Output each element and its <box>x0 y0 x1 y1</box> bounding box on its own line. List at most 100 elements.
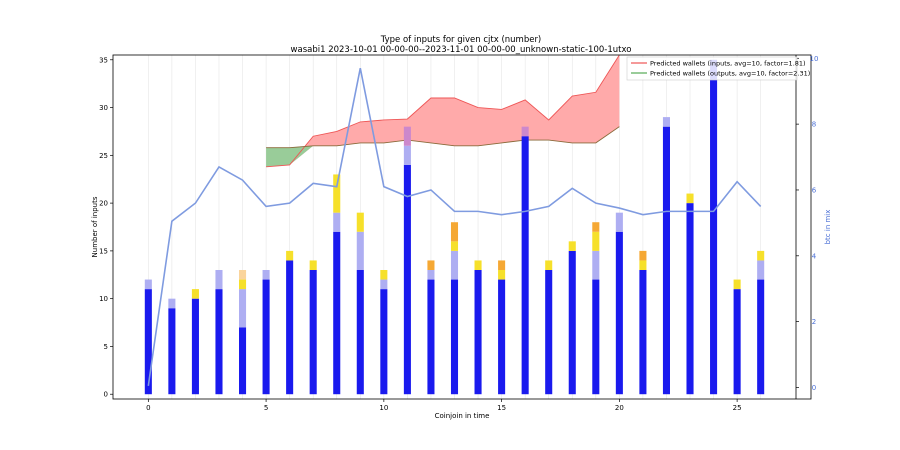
bar-segment <box>403 126 411 146</box>
bar-segment <box>286 260 294 395</box>
bar-segment <box>239 327 247 395</box>
bar-segment <box>568 250 576 395</box>
bar-segment <box>403 164 411 395</box>
bar-segment <box>356 231 364 270</box>
bar-segment <box>450 241 459 251</box>
x-tick-label: 0 <box>146 404 150 412</box>
y2-tick-label: 6 <box>812 186 817 194</box>
bar-segment <box>474 260 482 270</box>
y-tick-label: 20 <box>99 200 108 208</box>
y-tick-label: 30 <box>99 104 108 112</box>
bar-segment <box>309 260 317 270</box>
x-axis-label: Coinjoin in time <box>435 412 490 420</box>
bar-segment <box>615 212 623 232</box>
y-tick-label: 10 <box>99 295 108 303</box>
bar-segment <box>498 279 506 395</box>
bar-segment <box>191 289 199 299</box>
btc-in-mix-line <box>147 68 762 386</box>
bar-segment <box>356 270 364 395</box>
y2-tick-label: 8 <box>812 121 816 129</box>
bar-segment <box>356 212 364 232</box>
x-tick-label: 15 <box>497 404 506 412</box>
bar-segment <box>545 270 553 395</box>
bar-segment <box>686 193 694 204</box>
bar-segment <box>380 279 388 290</box>
bar-segment <box>239 279 247 290</box>
bar-segment <box>757 250 765 261</box>
bar-segment <box>545 260 553 270</box>
bar-segment <box>380 270 388 280</box>
y2-tick-label: 4 <box>812 252 817 260</box>
x-tick-label: 25 <box>733 404 742 412</box>
x-tick-label: 5 <box>264 404 268 412</box>
bar-segment <box>686 203 694 395</box>
y-axis: 0 5 10 15 20 25 30 35 <box>99 56 113 399</box>
legend-box <box>626 56 798 81</box>
bar-segment <box>309 270 317 395</box>
bar-segment <box>427 279 435 395</box>
bar-segment <box>215 289 223 395</box>
y-tick-label: 0 <box>104 391 108 399</box>
bar-segment <box>239 270 247 280</box>
bar-segment <box>144 279 152 290</box>
prediction-fills <box>266 54 620 168</box>
bar-segment <box>710 59 718 395</box>
x-tick-label: 20 <box>615 404 624 412</box>
bar-segment <box>333 212 341 232</box>
bar-segment <box>450 250 459 280</box>
bar-segment <box>286 250 294 261</box>
bar-segment <box>450 279 459 395</box>
bar-segment <box>592 222 600 232</box>
bar-segment <box>757 260 765 280</box>
bar-segment <box>592 279 600 395</box>
bar-segment <box>639 270 647 395</box>
legend-label-inputs: Predicted wallets (inputs, avg=10, facto… <box>650 60 806 68</box>
y-tick-label: 25 <box>99 152 108 160</box>
bars <box>144 59 765 395</box>
bar-segment <box>403 145 411 165</box>
plot-frame <box>112 54 812 400</box>
bar-segment <box>215 270 223 290</box>
y2-axis-label: btc in mix <box>824 210 832 245</box>
y2-axis: 0 2 4 6 8 10 <box>796 55 818 392</box>
bar-segment <box>639 250 647 261</box>
bar-segment <box>380 289 388 395</box>
bar-segment <box>427 260 435 270</box>
x-tick-label: 10 <box>379 404 388 412</box>
bar-segment <box>498 270 506 280</box>
y-axis-label: Number of inputs <box>91 196 99 257</box>
bar-segment <box>333 174 341 213</box>
y-tick-label: 5 <box>104 343 108 351</box>
bar-segment <box>733 279 741 290</box>
bar-segment <box>615 231 623 395</box>
predicted-outputs-line <box>266 126 620 149</box>
bar-segment <box>662 126 670 395</box>
chart-subtitle: wasabi1 2023-10-01 00-00-00--2023-11-01 … <box>291 45 632 55</box>
bar-segment <box>498 260 506 270</box>
bar-segment <box>592 250 600 280</box>
bar-segment <box>450 222 459 242</box>
legend-label-outputs: Predicted wallets (outputs, avg=10, fact… <box>650 70 810 78</box>
bar-segment <box>733 289 741 395</box>
bar-segment <box>262 279 270 395</box>
bar-segment <box>333 231 341 395</box>
bar-segment <box>521 136 529 395</box>
bar-segment <box>427 270 435 280</box>
bar-segment <box>168 308 176 395</box>
bar-segment <box>757 279 765 395</box>
y-tick-label: 35 <box>99 56 108 64</box>
predicted-inputs-area <box>266 55 620 167</box>
y2-tick-label: 10 <box>810 55 819 63</box>
bar-segment <box>662 117 670 127</box>
bar-segment <box>592 231 600 251</box>
lines <box>147 68 762 386</box>
bar-segment <box>521 126 529 137</box>
bar-segment <box>168 298 176 309</box>
bar-segment <box>144 289 152 395</box>
chart-title: Type of inputs for given cjtx (number) <box>380 35 542 45</box>
bar-segment <box>568 241 576 251</box>
bar-segment <box>262 270 270 280</box>
x-axis: 0 5 10 15 20 25 <box>146 399 742 412</box>
predicted-inputs-line <box>266 54 620 168</box>
